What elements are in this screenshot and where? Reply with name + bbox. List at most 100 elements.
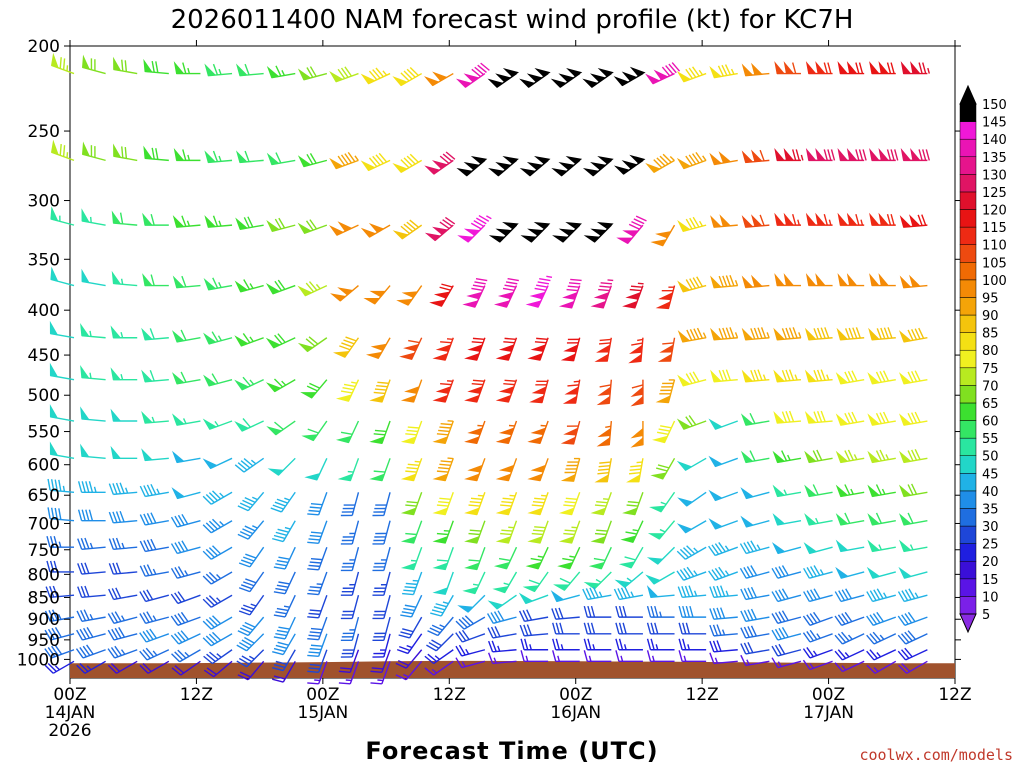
wind-barb [44, 627, 75, 641]
wind-barb [297, 66, 328, 81]
wind-barb [172, 215, 201, 228]
wind-barb [805, 273, 833, 287]
wind-barb [487, 626, 517, 639]
wind-barb [203, 660, 233, 678]
wind-barb [234, 457, 265, 473]
wind-barb [646, 546, 676, 565]
wind-barb [493, 546, 518, 570]
credit-link[interactable]: coolwx.com/models [859, 746, 1013, 764]
wind-barb [622, 282, 644, 309]
wind-barb [273, 616, 296, 640]
x-axis-label: Forecast Time (UTC) [365, 737, 658, 765]
wind-barb [108, 562, 138, 575]
wind-barb [486, 610, 517, 625]
wind-barb [708, 489, 738, 502]
wind-barb [558, 492, 581, 516]
wind-barb [172, 329, 201, 343]
wind-barb [372, 571, 391, 596]
wind-barb [771, 588, 802, 603]
wind-barb [709, 624, 738, 637]
wind-barb [741, 369, 770, 383]
wind-barb [553, 571, 581, 591]
wind-barb [47, 507, 75, 522]
wind-barb [897, 588, 928, 603]
wind-barb [111, 210, 138, 226]
wind-barb [335, 420, 360, 444]
wind-barb [360, 152, 391, 172]
y-tick-label: 200 [28, 37, 60, 57]
wind-barb [646, 638, 675, 651]
wind-barb [835, 512, 865, 526]
wind-barb [558, 278, 582, 309]
wind-barb [867, 539, 896, 553]
wind-barb [432, 457, 454, 482]
wind-barb [265, 279, 296, 295]
wind-barb [495, 520, 518, 544]
wind-barb [455, 615, 486, 630]
wind-barb [740, 654, 770, 667]
y-tick-label: 350 [28, 250, 60, 270]
wind-barb [464, 337, 486, 361]
wind-barb [455, 657, 486, 669]
wind-barb [307, 594, 328, 619]
wind-barb [518, 592, 549, 605]
wind-barb [615, 605, 643, 618]
colorbar-bin [959, 262, 977, 281]
colorbar-bin [959, 191, 977, 210]
wind-barb [772, 513, 802, 526]
wind-barb [108, 510, 138, 524]
wind-barb [372, 492, 391, 517]
wind-barb [582, 155, 614, 177]
wind-barb [340, 547, 360, 572]
wind-barb [139, 589, 170, 603]
colorbar-bin [959, 455, 977, 474]
wind-barb [596, 379, 613, 406]
wind-barb [650, 224, 676, 247]
wind-barb [464, 458, 486, 482]
wind-barb [527, 337, 549, 361]
wind-barb [139, 611, 170, 625]
wind-barb [834, 631, 865, 645]
wind-barb [866, 649, 897, 661]
wind-barb [113, 143, 138, 162]
wind-barb [487, 652, 517, 665]
wind-barb [139, 647, 170, 661]
wind-barb [772, 450, 802, 464]
wind-barb [740, 642, 770, 655]
wind-barb [900, 147, 930, 162]
colorbar-bin [959, 121, 977, 140]
wind-barb [44, 644, 75, 659]
wind-barb [171, 649, 201, 663]
wind-barb [46, 560, 74, 573]
wind-barb [678, 622, 707, 635]
wind-barb [488, 155, 519, 177]
wind-barb [741, 62, 770, 77]
wind-barb [49, 362, 75, 381]
colorbar-label: 15 [982, 573, 999, 588]
wind-barb [677, 491, 707, 507]
wind-barb [588, 546, 612, 570]
wind-barb [273, 594, 296, 618]
plot-border [69, 45, 956, 679]
colorbar-label: 30 [982, 520, 999, 535]
colorbar-label: 50 [982, 450, 999, 465]
wind-barb [143, 58, 169, 75]
colorbar-bin [959, 367, 977, 386]
wind-barb [108, 537, 138, 551]
wind-barb [582, 67, 614, 88]
wind-barb [834, 588, 865, 603]
y-tick-label: 950 [28, 631, 60, 651]
wind-barb [710, 214, 738, 228]
wind-barb [424, 151, 456, 175]
wind-barb [519, 155, 551, 177]
wind-barb [618, 546, 644, 569]
wind-barb [835, 411, 865, 426]
wind-barb [655, 285, 676, 310]
y-tick-label: 550 [28, 423, 60, 443]
wind-barb [677, 216, 707, 233]
colorbar-bin [959, 174, 977, 193]
wind-barb [272, 520, 296, 543]
wind-barb [804, 513, 833, 526]
colorbar-bin [959, 244, 977, 263]
wind-barb [710, 274, 739, 289]
